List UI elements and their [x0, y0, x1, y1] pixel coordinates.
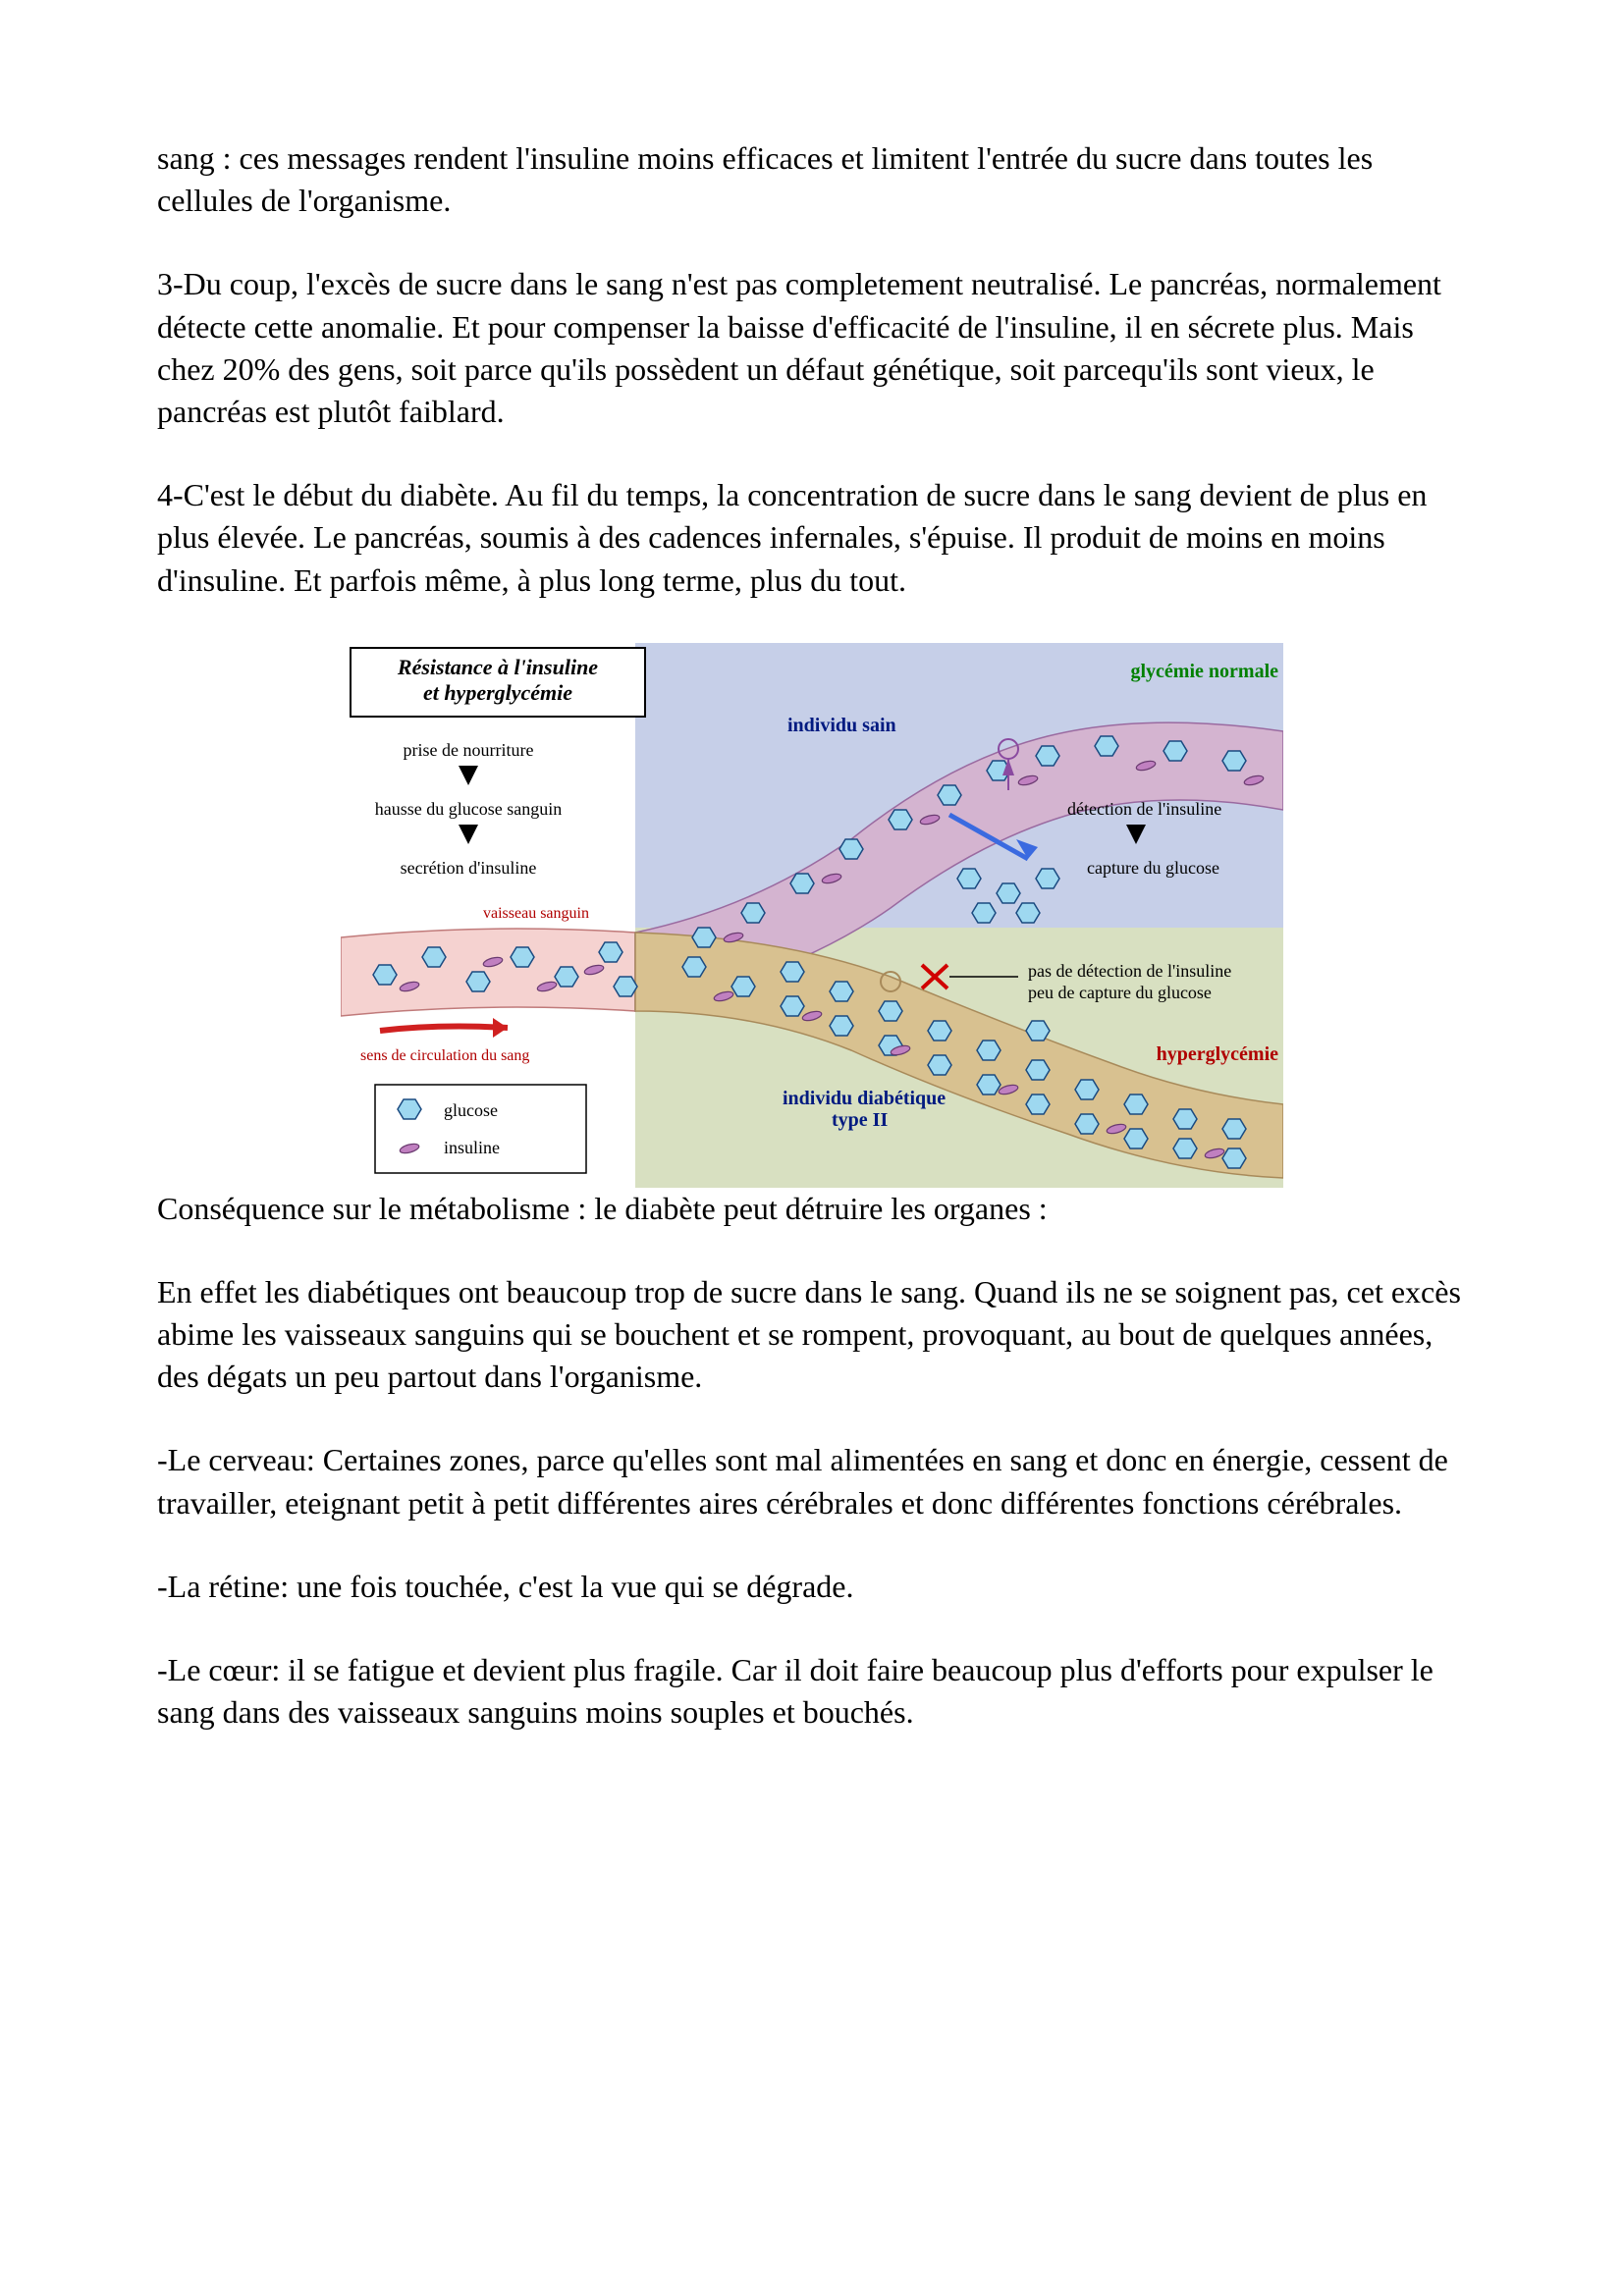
glucose-icon	[889, 810, 912, 829]
label-glycemie-normale: glycémie normale	[1130, 661, 1278, 682]
label-peu-capture: peu de capture du glucose	[1028, 983, 1212, 1002]
glucose-icon	[614, 977, 637, 996]
glucose-icon	[1026, 1060, 1050, 1080]
paragraph-3: 4-C'est le début du diabète. Au fil du t…	[157, 474, 1466, 602]
glucose-icon	[731, 977, 755, 996]
paragraph-8: -Le cœur: il se fatigue et devient plus …	[157, 1649, 1466, 1734]
paragraph-4: Conséquence sur le métabolisme : le diab…	[157, 1188, 1466, 1230]
paragraph-6: -Le cerveau: Certaines zones, parce qu'e…	[157, 1439, 1466, 1523]
glucose-icon	[1026, 1095, 1050, 1114]
glucose-icon	[830, 982, 853, 1001]
glucose-icon	[1026, 1021, 1050, 1041]
paragraph-2: 3-Du coup, l'excès de sucre dans le sang…	[157, 263, 1466, 433]
glucose-icon	[1075, 1114, 1099, 1134]
title-line1: Résistance à l'insuline	[396, 655, 597, 679]
label-individu-sain: individu sain	[787, 715, 896, 736]
glucose-icon	[1222, 751, 1246, 771]
glucose-icon	[938, 785, 961, 805]
glucose-icon	[928, 1021, 951, 1041]
glucose-icon	[692, 928, 716, 947]
title-line2: et hyperglycémie	[422, 680, 571, 705]
legend-insuline: insuline	[444, 1138, 500, 1157]
label-hyperglycemie: hyperglycémie	[1156, 1043, 1278, 1065]
glucose-icon	[839, 839, 863, 859]
label-detection: détection de l'insuline	[1067, 799, 1221, 819]
glucose-icon	[781, 962, 804, 982]
label-capture: capture du glucose	[1087, 858, 1219, 878]
glucose-icon	[928, 1055, 951, 1075]
glucose-icon	[1036, 869, 1059, 888]
glucose-icon	[1124, 1129, 1148, 1148]
glucose-icon	[977, 1075, 1001, 1095]
glucose-icon	[957, 869, 981, 888]
glucose-icon	[879, 1001, 902, 1021]
glucose-icon	[997, 883, 1020, 903]
legend-box	[375, 1085, 586, 1173]
label-pas-detection: pas de détection de l'insuline	[1028, 961, 1231, 981]
glucose-icon	[398, 1099, 421, 1119]
flow-label-1: prise de nourriture	[403, 740, 533, 760]
glucose-icon	[599, 942, 622, 962]
glucose-icon	[1222, 1148, 1246, 1168]
glucose-icon	[1075, 1080, 1099, 1099]
paragraph-7: -La rétine: une fois touchée, c'est la v…	[157, 1566, 1466, 1608]
paragraph-1: sang : ces messages rendent l'insuline m…	[157, 137, 1466, 222]
flow-label-2: hausse du glucose sanguin	[374, 799, 561, 819]
glucose-icon	[511, 947, 534, 967]
glucose-icon	[1163, 741, 1187, 761]
glucose-icon	[682, 957, 706, 977]
diagram-container: Résistance à l'insuline et hyperglycémie…	[157, 643, 1466, 1188]
document-page: sang : ces messages rendent l'insuline m…	[0, 0, 1623, 2296]
label-individu-diabetique-2: type II	[832, 1109, 888, 1131]
glucose-icon	[1173, 1139, 1197, 1158]
glucose-icon	[790, 874, 814, 893]
glucose-icon	[972, 903, 996, 923]
paragraph-5: En effet les diabétiques ont beaucoup tr…	[157, 1271, 1466, 1399]
glucose-icon	[1222, 1119, 1246, 1139]
glucose-icon	[781, 996, 804, 1016]
glucose-icon	[373, 965, 397, 985]
glucose-icon	[555, 967, 578, 987]
label-sens: sens de circulation du sang	[360, 1047, 529, 1064]
label-vaisseau: vaisseau sanguin	[483, 905, 589, 922]
legend-glucose: glucose	[444, 1100, 498, 1120]
glucose-icon	[1095, 736, 1118, 756]
label-individu-diabetique-1: individu diabétique	[783, 1088, 946, 1109]
glucose-icon	[1124, 1095, 1148, 1114]
glucose-icon	[1173, 1109, 1197, 1129]
glucose-icon	[977, 1041, 1001, 1060]
flow-label-3: secrétion d'insuline	[400, 858, 536, 878]
glucose-icon	[422, 947, 446, 967]
glucose-icon	[1016, 903, 1040, 923]
glucose-icon	[741, 903, 765, 923]
glucose-icon	[1036, 746, 1059, 766]
glucose-icon	[466, 972, 490, 991]
glucose-icon	[830, 1016, 853, 1036]
insulin-resistance-diagram: Résistance à l'insuline et hyperglycémie…	[341, 643, 1283, 1188]
